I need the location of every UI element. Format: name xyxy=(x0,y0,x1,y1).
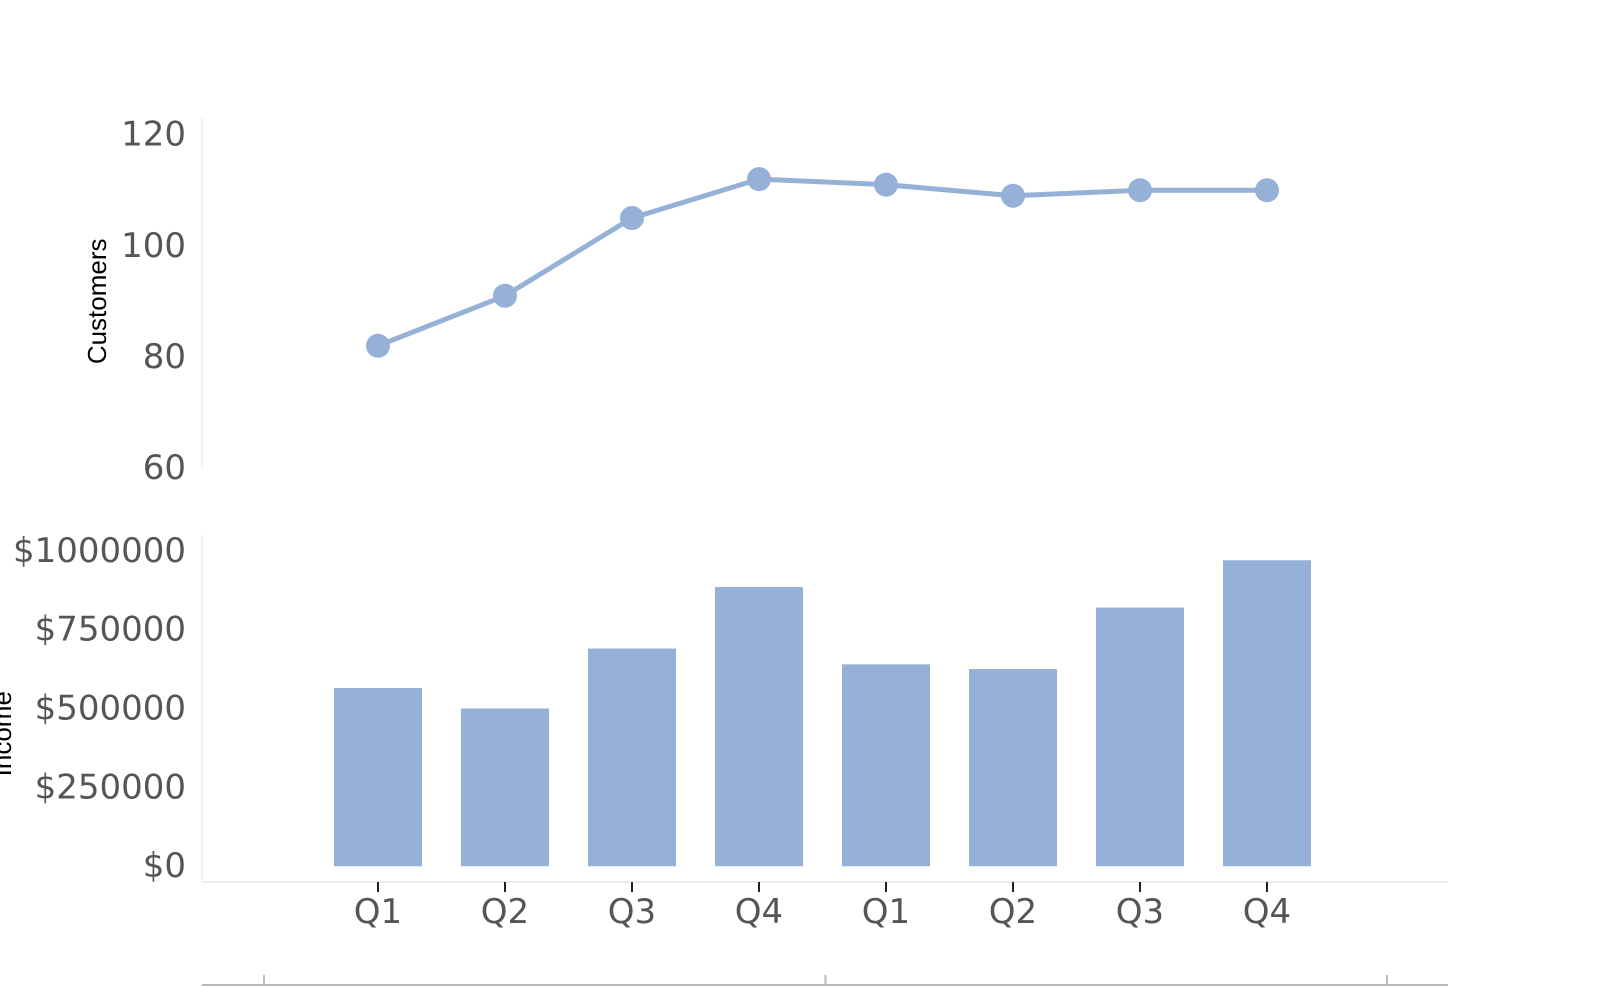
customers-y-tick-label: 100 xyxy=(121,226,186,266)
income-bar xyxy=(715,587,803,867)
income-y-axis-title: Income xyxy=(0,691,17,776)
customers-data-point xyxy=(493,283,517,308)
x-tick-label: Q1 xyxy=(354,892,402,932)
income-panel: $0 $250000 $500000 $750000 $1000000 Income xyxy=(0,531,1448,886)
income-bar xyxy=(1096,607,1184,867)
customers-y-tick-label: 80 xyxy=(143,337,186,377)
customers-y-tick-label: 60 xyxy=(143,448,186,488)
income-bar xyxy=(461,708,549,867)
customers-data-point xyxy=(1001,183,1025,208)
x-tick-label: Q2 xyxy=(989,892,1037,932)
income-y-tick-label: $750000 xyxy=(35,610,186,650)
customers-data-point xyxy=(1255,178,1279,203)
income-bar xyxy=(842,664,930,867)
customers-data-point xyxy=(747,167,771,192)
x-tick-label: Q3 xyxy=(608,892,656,932)
income-bar xyxy=(588,648,676,867)
income-bar xyxy=(334,687,422,867)
income-y-tick-label: $500000 xyxy=(35,689,186,729)
x-tick-label: Q1 xyxy=(862,892,910,932)
customers-data-point xyxy=(620,206,644,230)
customers-data-point xyxy=(366,333,390,358)
income-y-tick-label: $0 xyxy=(143,846,186,886)
x-tick-label: Q2 xyxy=(481,892,529,932)
customers-data-point xyxy=(1128,178,1152,203)
customers-y-tick-label: 120 xyxy=(121,115,186,155)
x-tick-label: Q4 xyxy=(1243,892,1291,932)
income-bar xyxy=(969,669,1057,867)
x-tick-label: Q4 xyxy=(735,892,783,932)
customers-panel: 60 80 100 120 Customers xyxy=(82,115,1279,488)
income-bar xyxy=(1223,560,1311,867)
x-axis: Q1 Q2 Q3 Q4 Q1 Q2 Q3 Q4 xyxy=(202,882,1448,986)
customers-y-axis-title: Customers xyxy=(82,238,112,364)
customers-series-line xyxy=(377,176,1267,349)
x-tick-label: Q3 xyxy=(1116,892,1164,932)
customers-data-point xyxy=(874,172,898,197)
income-y-tick-label: $250000 xyxy=(35,767,186,807)
income-y-tick-label: $1000000 xyxy=(13,531,186,571)
